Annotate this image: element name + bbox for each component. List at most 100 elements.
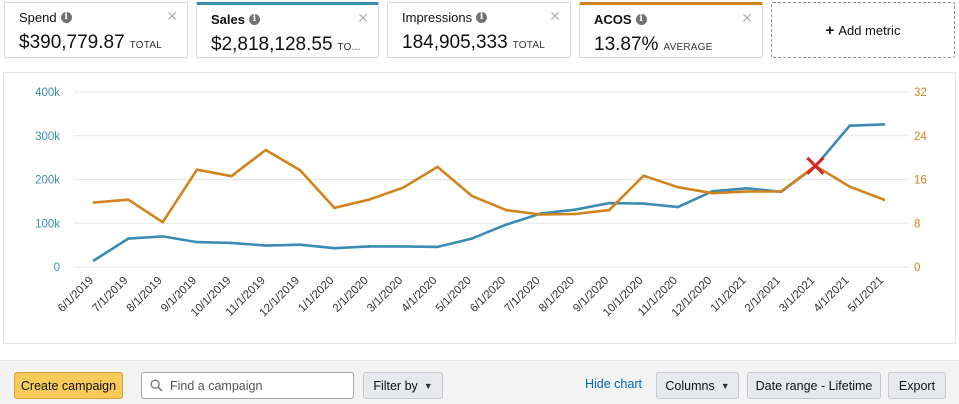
metric-header: Spend i: [19, 10, 72, 25]
sales-data-point: [161, 235, 164, 238]
acos-data-point: [230, 174, 233, 178]
export-label: Export: [898, 378, 936, 393]
acos-data-point: [848, 185, 851, 188]
sales-data-point: [264, 244, 268, 247]
sales-data-point: [642, 202, 645, 205]
create-campaign-button[interactable]: Create campaign: [14, 372, 123, 399]
acos-data-point: [436, 165, 439, 169]
acos-data-point: [882, 198, 886, 202]
x-tick-label: 8/1/2019: [125, 275, 165, 315]
metric-amount: 184,905,333: [402, 32, 508, 53]
sales-data-point: [230, 241, 233, 245]
sales-data-point: [195, 240, 199, 244]
metric-card-impressions[interactable]: Impressions i ✕ 184,905,333 TOTAL: [387, 2, 571, 58]
acos-data-point: [470, 194, 474, 198]
sales-data-point: [92, 259, 96, 262]
metric-value: 13.87% AVERAGE: [594, 34, 712, 56]
close-icon[interactable]: ✕: [549, 8, 561, 24]
create-campaign-label: Create campaign: [20, 378, 117, 393]
y-right-tick-label: 32: [914, 87, 927, 99]
metric-unit: TOTAL: [129, 40, 162, 51]
export-button[interactable]: Export: [888, 372, 946, 399]
x-tick-label: 2/1/2021: [743, 275, 783, 315]
chevron-down-icon: ▼: [423, 380, 433, 391]
acos-data-point: [127, 198, 130, 202]
date-range-button[interactable]: Date range - Lifetime: [747, 372, 881, 399]
sales-data-point: [333, 246, 336, 250]
hide-chart-link[interactable]: Hide chart: [585, 377, 642, 391]
metric-value: 184,905,333 TOTAL: [402, 32, 545, 54]
acos-data-point: [264, 148, 268, 152]
metric-card-acos[interactable]: ACOS i ✕ 13.87% AVERAGE: [579, 2, 763, 58]
x-tick-label: 1/1/2020: [296, 275, 336, 315]
info-icon[interactable]: i: [476, 12, 488, 23]
info-icon[interactable]: i: [60, 12, 72, 23]
sales-data-point: [436, 245, 439, 249]
x-tick-label: 4/1/2020: [399, 275, 439, 315]
campaign-toolbar: Create campaign Filter by ▼ Hide chart Co…: [0, 360, 959, 404]
metric-value: $390,779.87 TOTAL: [19, 32, 162, 54]
info-icon[interactable]: i: [635, 14, 647, 25]
acos-data-point: [367, 198, 371, 202]
columns-button[interactable]: Columns ▼: [656, 372, 739, 399]
chevron-down-icon: ▼: [720, 380, 730, 391]
x-tick-label: 6/1/2019: [56, 275, 96, 315]
metric-unit: TO...: [337, 42, 361, 53]
search-box[interactable]: [141, 372, 354, 399]
y-right-tick-label: 8: [914, 218, 920, 230]
filter-by-button[interactable]: Filter by ▼: [363, 372, 443, 399]
info-icon[interactable]: i: [248, 14, 260, 25]
metric-card-sales[interactable]: Sales i ✕ $2,818,128.55 TO...: [196, 2, 379, 58]
acos-data-point: [539, 213, 542, 216]
x-tick-label: 5/1/2020: [434, 275, 474, 315]
acos-data-point: [676, 185, 680, 189]
sales-data-point: [848, 124, 851, 127]
x-tick-label: 6/1/2020: [468, 275, 508, 315]
x-tick-label: 4/1/2021: [812, 275, 852, 315]
sales-data-point: [470, 237, 474, 240]
x-tick-label: 7/1/2019: [90, 275, 130, 315]
y-right-tick-label: 16: [914, 175, 927, 187]
metric-header: ACOS i: [594, 12, 647, 27]
metric-label: Spend: [19, 10, 57, 25]
x-tick-label: 3/1/2020: [365, 275, 405, 315]
acos-data-point: [92, 201, 96, 204]
metric-card-spend[interactable]: Spend i ✕ $390,779.87 TOTAL: [4, 2, 188, 58]
y-left-tick-label: 200k: [35, 175, 60, 187]
metric-amount: 13.87%: [594, 34, 659, 55]
chart-panel: 0 0 100k 8 200k 16 300k 24 400k 32 6/1/2019 7/1/201…: [3, 72, 956, 344]
x-tick-label: 2/1/2020: [331, 275, 371, 315]
metric-unit: AVERAGE: [663, 42, 713, 53]
sales-data-point: [401, 245, 405, 248]
y-right-tick-label: 24: [914, 131, 927, 143]
add-metric-button[interactable]: + Add metric: [771, 2, 955, 58]
metric-unit: TOTAL: [512, 40, 545, 51]
filter-by-label: Filter by: [373, 378, 418, 393]
metric-amount: $390,779.87: [19, 32, 125, 53]
metric-label: Sales: [211, 12, 245, 27]
close-icon[interactable]: ✕: [357, 10, 369, 26]
y-right-tick-label: 0: [914, 262, 920, 274]
x-tick-label: 7/1/2020: [503, 275, 543, 315]
search-input[interactable]: [170, 378, 340, 393]
sales-data-point: [504, 223, 508, 226]
x-tick-label: 8/1/2020: [537, 275, 577, 315]
sales-data-point: [882, 123, 886, 126]
plus-icon: +: [825, 21, 835, 39]
sales-data-point: [367, 245, 371, 248]
acos-data-point: [161, 220, 164, 224]
y-left-tick-label: 0: [54, 262, 60, 274]
close-icon[interactable]: ✕: [166, 8, 178, 24]
acos-data-point: [504, 208, 508, 212]
acos-series-line: [93, 148, 885, 224]
x-tick-label: 3/1/2021: [777, 275, 817, 315]
acos-data-point: [745, 190, 748, 193]
sales-data-point: [607, 201, 611, 205]
metric-header: Sales i: [211, 12, 260, 27]
acos-data-point: [195, 168, 199, 171]
close-icon[interactable]: ✕: [741, 10, 753, 26]
y-left-tick-label: 300k: [35, 131, 60, 143]
sales-data-point: [676, 205, 680, 209]
y-left-tick-label: 400k: [35, 87, 60, 99]
acos-data-point: [333, 206, 336, 210]
